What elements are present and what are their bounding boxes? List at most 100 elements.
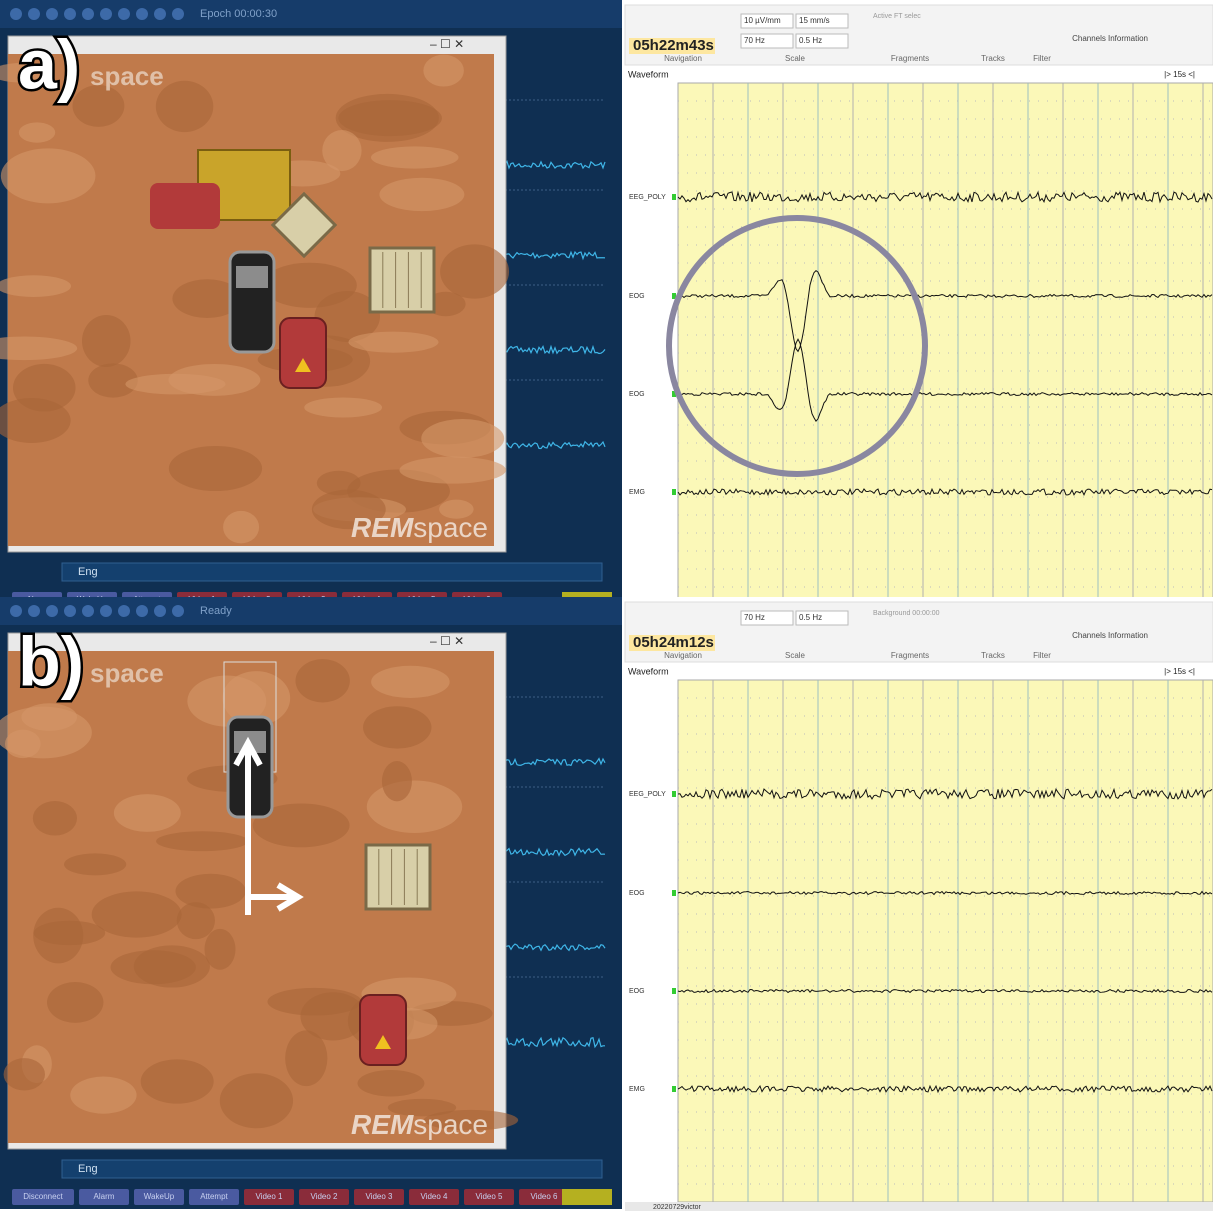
- toolbar-icon: [64, 605, 76, 617]
- channel-label: EOG: [629, 988, 645, 995]
- clock-time: 05h24m12s: [633, 634, 714, 651]
- window-controls: – ☐ ✕: [430, 634, 464, 648]
- lang-box: [62, 563, 602, 581]
- panel: ReadyEngDisconnectAlarmWakeUpAttemptVide…: [0, 597, 1213, 1211]
- ribbon-group: Tracks: [981, 651, 1005, 660]
- channel-marker: [672, 988, 676, 994]
- field-value: 0.5 Hz: [799, 36, 822, 45]
- channel-marker: [672, 890, 676, 896]
- toolbar-icon: [154, 8, 166, 20]
- lang: Eng: [78, 1163, 98, 1175]
- terrain-feature: [1, 148, 96, 203]
- terrain-feature: [220, 1073, 293, 1128]
- time-window: |> 15s <|: [1164, 70, 1195, 79]
- panel-label: b): [18, 622, 84, 700]
- terrain-feature: [348, 332, 438, 353]
- toolbar-icon: [82, 605, 94, 617]
- channel-label: EEG_POLY: [629, 791, 666, 798]
- button-label: Video 5: [476, 1192, 504, 1201]
- barrel-side: [150, 183, 220, 229]
- terrain-feature: [399, 457, 506, 484]
- toolbar-icon: [46, 8, 58, 20]
- button[interactable]: [562, 1189, 612, 1205]
- lang-box: [62, 1160, 602, 1178]
- field-value: 0.5 Hz: [799, 613, 822, 622]
- logo-bold: REM: [351, 1109, 414, 1140]
- channel-marker: [672, 194, 676, 200]
- terrain-feature: [64, 853, 126, 875]
- time-window: |> 15s <|: [1164, 667, 1195, 676]
- windshield: [236, 266, 268, 288]
- button-label: Video 2: [311, 1192, 339, 1201]
- terrain-feature: [156, 831, 248, 851]
- crate: [370, 248, 434, 312]
- ribbon-group: Scale: [785, 651, 806, 660]
- terrain-feature: [134, 945, 210, 987]
- ribbon-menu[interactable]: Information: [1108, 631, 1148, 640]
- terrain-feature: [4, 1058, 45, 1090]
- terrain-feature: [371, 146, 459, 168]
- terrain-feature: [176, 874, 246, 909]
- button-label: Video 3: [366, 1192, 394, 1201]
- channel-label: EOG: [629, 293, 645, 300]
- terrain-feature: [379, 178, 464, 211]
- channel-marker: [672, 489, 676, 495]
- status-text: Active FT selec: [873, 13, 921, 20]
- toolbar-icon: [100, 8, 112, 20]
- terrain-feature: [423, 55, 464, 87]
- ribbon-group: Scale: [785, 54, 806, 63]
- terrain-feature: [33, 908, 83, 964]
- field-value: 70 Hz: [744, 613, 765, 622]
- pane-title: Waveform: [628, 666, 669, 676]
- terrain-feature: [367, 781, 462, 833]
- panel-label: a): [18, 25, 80, 103]
- toolbar-icon: [100, 605, 112, 617]
- terrain-feature: [73, 85, 125, 127]
- terrain-feature: [421, 419, 504, 458]
- ribbon-group: Filter: [1033, 54, 1051, 63]
- toolbar-icon: [46, 605, 58, 617]
- terrain-feature: [358, 1070, 425, 1097]
- terrain-feature: [223, 511, 259, 544]
- logo-rest: space: [413, 1109, 488, 1140]
- ribbon-group: Fragments: [891, 54, 929, 63]
- terrain-feature: [296, 659, 350, 702]
- toolbar-icon: [172, 8, 184, 20]
- button-label: Alarm: [94, 1192, 115, 1201]
- logo-bold: REM: [351, 512, 414, 543]
- toolbar-icon: [172, 605, 184, 617]
- ribbon-group: Fragments: [891, 651, 929, 660]
- ribbon-group: Navigation: [664, 651, 702, 660]
- field-value: 70 Hz: [744, 36, 765, 45]
- terrain-feature: [205, 929, 236, 970]
- toolbar-icon: [154, 605, 166, 617]
- terrain-feature: [169, 446, 262, 491]
- terrain-feature: [371, 666, 450, 698]
- terrain-feature: [304, 397, 382, 417]
- channel-label: EMG: [629, 489, 645, 496]
- window-controls: – ☐ ✕: [430, 37, 464, 51]
- ribbon-menu[interactable]: Information: [1108, 34, 1148, 43]
- button-label: Video 6: [531, 1192, 559, 1201]
- pane-title: Waveform: [628, 69, 669, 79]
- toolbar-icon: [118, 605, 130, 617]
- toolbar-icon: [118, 8, 130, 20]
- logo: REMspace: [351, 1109, 488, 1140]
- terrain-feature: [33, 801, 77, 835]
- figure: Epoch 00:00:30EngAlarmWakeUpAttemptVideo…: [0, 0, 1213, 1211]
- channel-marker: [672, 791, 676, 797]
- terrain-feature: [125, 374, 225, 395]
- ribbon-group: Filter: [1033, 651, 1051, 660]
- logo-rest: space: [413, 512, 488, 543]
- barrel: [360, 995, 406, 1065]
- ribbon-group: Navigation: [664, 54, 702, 63]
- field-value: 10 µV/mm: [744, 16, 781, 25]
- button-label: Attempt: [200, 1192, 228, 1201]
- channel-label: EOG: [629, 391, 645, 398]
- game-title: space: [90, 658, 164, 688]
- ribbon-menu[interactable]: Channels: [1072, 34, 1106, 43]
- terrain-feature: [47, 982, 103, 1023]
- channel-label: EMG: [629, 1086, 645, 1093]
- clock-time: 05h22m43s: [633, 37, 714, 54]
- ribbon-menu[interactable]: Channels: [1072, 631, 1106, 640]
